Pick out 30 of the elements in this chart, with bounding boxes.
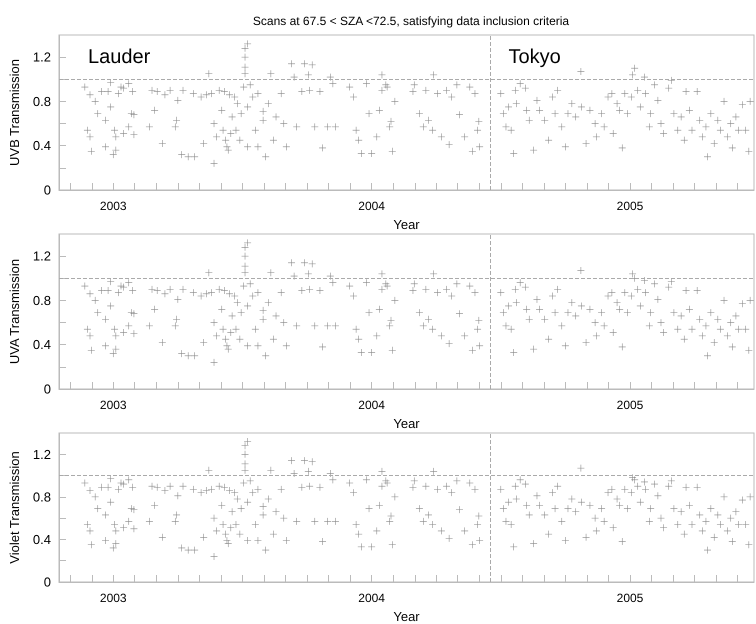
x-axis-title: Year bbox=[393, 609, 420, 624]
x-tick-label: 2004 bbox=[358, 199, 386, 213]
x-tick-label: 2005 bbox=[616, 199, 644, 213]
y-tick-label: 0.4 bbox=[32, 532, 51, 547]
chart-title: Scans at 67.5 < SZA <72.5, satisfying data inclusion criteria bbox=[252, 14, 570, 28]
x-tick-label: 2003 bbox=[100, 398, 127, 412]
x-tick-label: 2005 bbox=[616, 398, 644, 412]
y-tick-label: 1.2 bbox=[32, 446, 51, 462]
annotation: Tokyo bbox=[508, 46, 561, 68]
x-tick-label: 2004 bbox=[358, 398, 386, 412]
y-tick-label: 0 bbox=[44, 574, 51, 590]
y-tick-label: 0.8 bbox=[32, 489, 51, 504]
annotation: Lauder bbox=[88, 46, 151, 68]
y-axis-title: Violet Transmission bbox=[7, 451, 22, 564]
y-tick-label: 0.4 bbox=[32, 138, 51, 154]
y-tick-label: 0 bbox=[44, 182, 51, 198]
x-tick-label: 2004 bbox=[358, 591, 386, 605]
x-tick-label: 2005 bbox=[616, 591, 644, 605]
y-tick-label: 0 bbox=[44, 382, 51, 396]
y-axis-title: UVB Transmission bbox=[7, 59, 22, 166]
y-tick-label: 0.8 bbox=[32, 292, 51, 308]
y-tick-label: 0.8 bbox=[32, 94, 51, 109]
y-tick-label: 1.2 bbox=[32, 248, 51, 264]
y-tick-label: 0.4 bbox=[32, 337, 51, 352]
y-tick-label: 1.2 bbox=[32, 50, 51, 65]
x-tick-label: 2003 bbox=[100, 199, 127, 213]
x-axis-title: Year bbox=[393, 416, 420, 431]
x-axis-title: Year bbox=[393, 217, 420, 232]
x-tick-label: 2003 bbox=[100, 591, 127, 605]
y-axis-title: UVA Transmission bbox=[7, 258, 22, 364]
